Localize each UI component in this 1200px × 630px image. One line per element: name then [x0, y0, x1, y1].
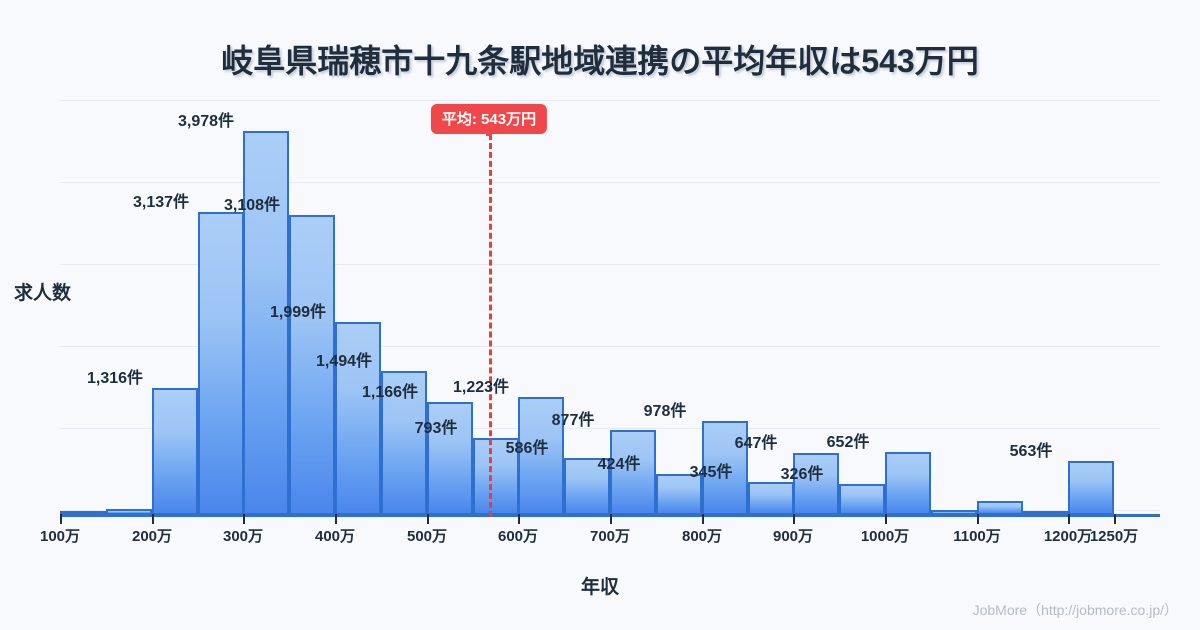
x-axis-tick	[427, 514, 429, 524]
x-axis-title: 年収	[580, 577, 619, 598]
bar-value-label: 326件	[780, 466, 824, 483]
bar[interactable]	[152, 388, 198, 515]
bars-layer	[60, 100, 1160, 515]
bar[interactable]	[977, 501, 1023, 515]
bar[interactable]	[427, 402, 473, 515]
footer-credit: JobMore（http://jobmore.co.jp/）	[972, 602, 1178, 618]
x-axis-tick	[702, 514, 704, 524]
gridline	[60, 182, 1160, 183]
x-axis-tick-label: 200万	[131, 528, 173, 545]
bar-value-label: 1,494件	[315, 353, 373, 370]
bar[interactable]	[610, 430, 656, 515]
x-axis-tick-label: 500万	[406, 528, 448, 545]
x-axis-tick-label: 800万	[681, 528, 723, 545]
chart-title: 岐阜県瑞穂市十九条駅地域連携の平均年収は543万円	[221, 43, 979, 79]
x-axis-tick-label: 300万	[222, 528, 264, 545]
average-line	[489, 125, 492, 517]
x-axis-tick-label: 1250万	[1089, 528, 1139, 545]
gridline	[60, 264, 1160, 265]
x-axis-tick	[60, 514, 62, 524]
bar-value-label: 345件	[689, 464, 733, 481]
bar-value-label: 586件	[505, 440, 549, 457]
bar[interactable]	[885, 452, 931, 515]
bar[interactable]	[564, 458, 610, 515]
bar-value-label: 1,223件	[452, 379, 510, 396]
x-axis-tick-label: 1000万	[860, 528, 910, 545]
bar[interactable]	[243, 131, 289, 515]
x-axis-tick	[518, 514, 520, 524]
bar-value-label: 793件	[414, 420, 458, 437]
bar[interactable]	[289, 215, 335, 515]
x-axis-tick	[1068, 514, 1070, 524]
x-axis-tick-label: 1100万	[953, 528, 1001, 545]
bar-value-label: 3,137件	[132, 194, 190, 211]
bar-value-label: 1,999件	[269, 304, 327, 321]
bar-value-label: 652件	[826, 434, 870, 451]
x-axis-tick	[610, 514, 612, 524]
x-axis-tick	[1114, 514, 1116, 524]
bar[interactable]	[839, 484, 885, 515]
gridline	[60, 100, 1160, 101]
bar[interactable]	[198, 212, 244, 515]
bar-value-label: 877件	[551, 412, 595, 429]
bar-value-label: 3,978件	[177, 113, 235, 130]
x-axis-tick	[152, 514, 154, 524]
x-axis-tick-label: 100万	[39, 528, 81, 545]
x-axis-tick	[335, 514, 337, 524]
bar-value-label: 563件	[1009, 443, 1053, 460]
gridline	[60, 428, 1160, 429]
x-axis-tick-label: 400万	[314, 528, 356, 545]
x-axis-tick-label: 700万	[589, 528, 631, 545]
bar-value-label: 647件	[734, 435, 778, 452]
x-axis-tick-label: 1200万	[1043, 528, 1093, 545]
gridline	[60, 346, 1160, 347]
average-badge: 平均: 543万円	[430, 104, 548, 134]
x-axis-tick-label: 600万	[497, 528, 539, 545]
x-axis-tick	[977, 514, 979, 524]
bar-value-label: 3,108件	[223, 197, 281, 214]
bar[interactable]	[793, 453, 839, 515]
bar[interactable]	[748, 482, 794, 515]
bar-value-label: 1,316件	[86, 370, 144, 387]
y-axis-title: 求人数	[14, 283, 72, 304]
x-axis-tick	[885, 514, 887, 524]
bar[interactable]	[335, 322, 381, 515]
bar-value-label: 424件	[597, 456, 641, 473]
bar-value-label: 978件	[643, 403, 687, 420]
bar[interactable]	[518, 397, 564, 515]
x-axis-tick	[243, 514, 245, 524]
bar-value-label: 1,166件	[361, 384, 419, 401]
x-axis-tick-label: 900万	[772, 528, 814, 545]
bar[interactable]	[381, 371, 427, 515]
x-axis-tick	[793, 514, 795, 524]
bar[interactable]	[1068, 461, 1114, 515]
